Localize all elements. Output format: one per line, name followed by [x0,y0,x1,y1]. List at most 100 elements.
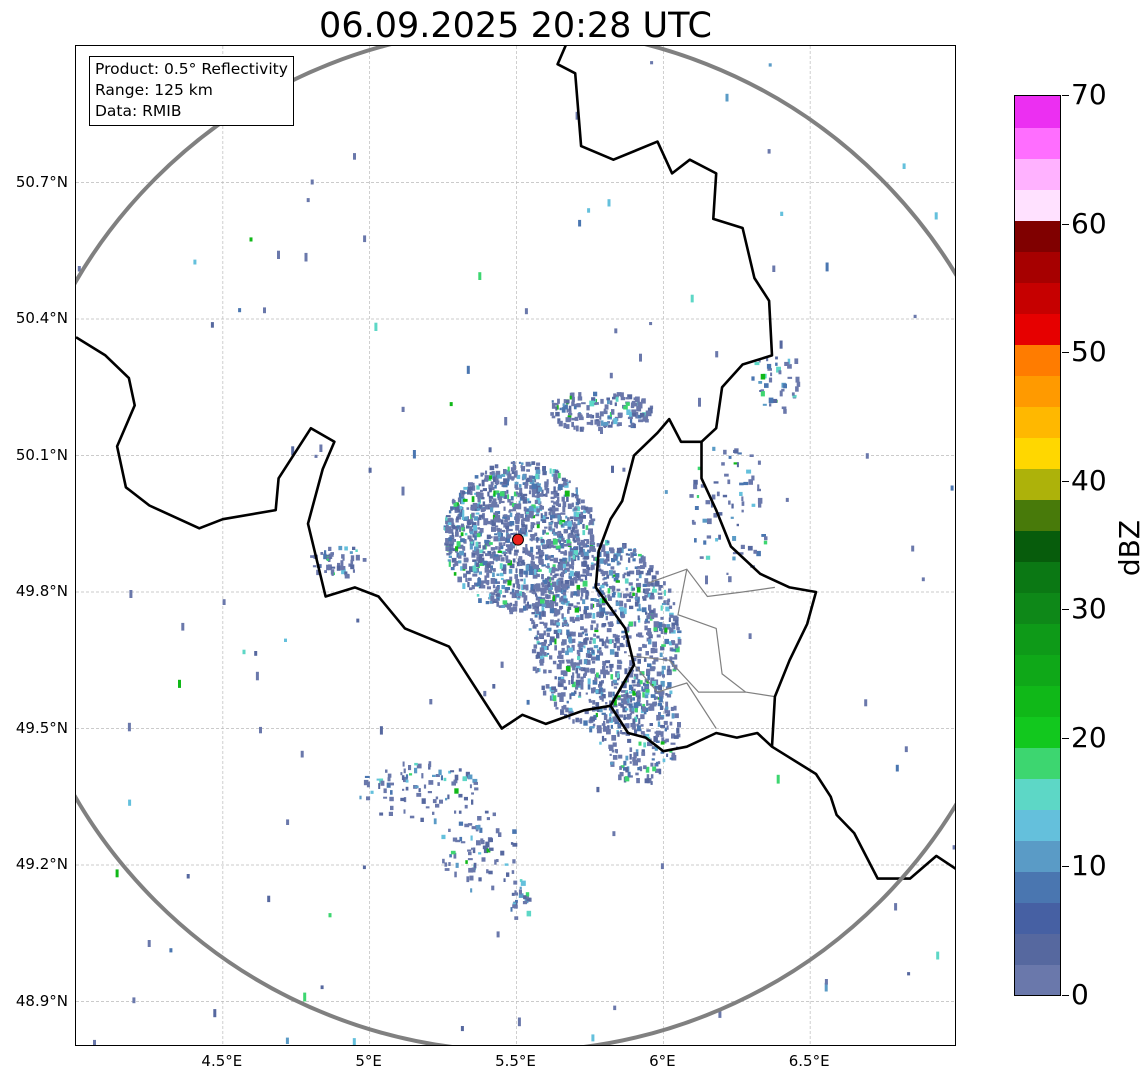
echo-cell [637,615,640,620]
echo-cell [483,580,488,584]
echo-cell [599,611,604,617]
echo-cell [559,696,564,702]
echo-cell [563,422,567,429]
radar-site-marker[interactable] [511,533,524,546]
echo-cell [586,650,590,654]
echo-cell [626,676,629,683]
echo-cell [636,608,642,612]
echo-cell [541,685,545,690]
echo-cell [469,530,474,535]
echo-cell [518,563,523,566]
echo-cell [482,513,485,519]
echo-cell [435,803,440,808]
echo-cell [503,506,506,511]
echo-cell [585,669,588,675]
echo-cell [222,599,226,605]
echo-cell [632,558,636,562]
echo-cell [577,396,583,401]
echo-cell [568,603,574,607]
echo-cell [629,753,632,760]
echo-cell [590,564,594,571]
echo-cell [498,518,501,523]
echo-cell [557,562,561,565]
echo-cell [694,506,699,510]
echo-cell [531,612,535,615]
echo-cell [610,548,615,554]
echo-cell [637,767,641,771]
echo-cell [578,645,581,650]
echo-cell [536,493,540,498]
echo-cell [599,638,604,642]
echo-cell [530,584,534,590]
echo-cell [895,764,899,772]
echo-cell [552,695,557,702]
echo-cell [586,564,590,570]
echo-cell [614,636,619,642]
echo-cell [650,694,656,698]
echo-cell [512,558,516,563]
lon-tick-label: 6.5°E [788,1052,830,1070]
echo-cell [559,558,564,562]
echo-cell [510,496,514,501]
echo-cell [401,775,405,781]
echo-cell [563,404,568,410]
echo-cell [824,982,828,992]
echo-cell [519,572,523,578]
echo-cell [320,552,324,555]
echo-cell [567,609,570,614]
echo-cell [643,733,646,738]
echo-cell [600,607,606,614]
echo-cell [541,583,545,588]
echo-cell [541,582,545,585]
echo-cell [623,634,627,639]
echo-cell [643,710,647,715]
echo-cell [615,396,619,402]
echo-cell [460,538,465,543]
echo-cell [728,500,731,505]
echo-cell [582,426,585,430]
echo-cell [517,1017,521,1027]
echo-cell [648,703,653,706]
echo-cell [732,552,737,555]
echo-cell [77,266,81,272]
echo-cell [577,555,580,561]
echo-cell [533,585,537,590]
echo-cell [613,577,619,582]
echo-cell [477,527,481,530]
echo-cell [445,516,448,521]
echo-cell [950,485,954,491]
echo-cell [459,550,464,556]
echo-cell [515,514,519,519]
echo-cell [491,885,495,891]
echo-cell [498,832,502,837]
echo-cell [778,370,782,375]
echo-cell [676,627,680,631]
echo-cell [625,767,629,773]
echo-cell [549,639,552,646]
echo-cell [568,405,572,411]
echo-cell [495,470,501,476]
echo-cell [482,501,486,507]
echo-cell [631,409,637,416]
echo-cell [341,568,346,575]
echo-cell [566,600,570,606]
echo-cell [577,643,582,647]
echo-cell [636,569,641,576]
radar-map[interactable] [75,45,956,1046]
echo-cell [618,774,622,781]
echo-cell [539,550,544,554]
echo-cell [556,573,559,577]
echo-cell [578,632,583,638]
echo-cell [403,776,408,783]
echo-cell [527,514,532,518]
echo-cell [664,720,668,725]
echo-cell [619,600,624,607]
echo-cell [609,570,613,576]
echo-cell [669,656,673,662]
echo-cell [504,863,509,866]
echo-cell [563,399,566,404]
echo-cell [779,390,783,397]
echo-cell [548,567,552,573]
echo-cell [551,566,556,572]
echo-cell [622,574,626,579]
